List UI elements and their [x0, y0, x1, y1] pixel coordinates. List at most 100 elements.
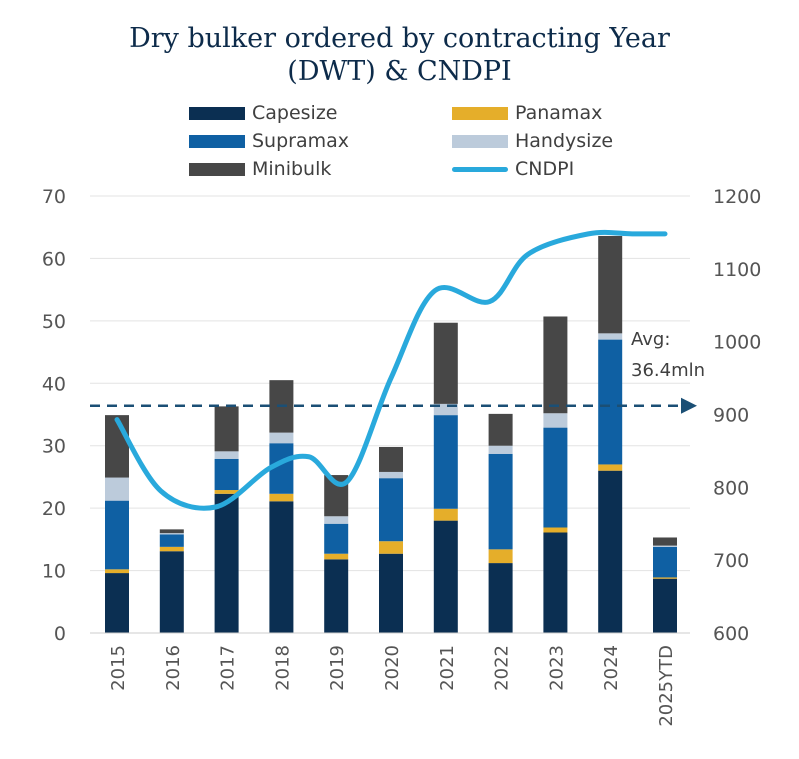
x-tick-label: 2018 [272, 645, 293, 691]
bar-panamax-2020 [379, 541, 403, 554]
bar-panamax-2016 [159, 546, 184, 552]
bar-handysize-2017 [214, 451, 239, 459]
chart-title: Dry bulker ordered by contracting Year (… [0, 22, 799, 88]
bar-supramax-2015 [105, 500, 129, 570]
y-right-tick-label: 600 [713, 623, 749, 645]
bar-minibulk-2023 [543, 316, 568, 414]
bar-handysize-2019 [324, 516, 349, 524]
legend-item-supramax: Supramax [189, 130, 349, 152]
chart-title-line-2: (DWT) & CNDPI [287, 56, 512, 87]
legend-line-cndpi [452, 166, 508, 172]
bar-capesize-2023 [543, 532, 568, 633]
y-left-tick-label: 50 [42, 311, 66, 333]
bar-handysize-2023 [543, 413, 568, 428]
axes: 0 10 20 30 40 50 60 70 600 700 800 900 1000 1100 1200 2… [42, 186, 762, 727]
x-tick-label: 2021 [437, 645, 458, 691]
bar-panamax-2015 [105, 569, 129, 574]
bar-minibulk-2017 [214, 406, 239, 452]
average-label-line-2: 36.4mln [631, 360, 705, 381]
legend-swatch-panamax [452, 106, 508, 120]
bar-capesize-2016 [159, 551, 184, 633]
bar-minibulk-2016 [159, 529, 184, 534]
x-tick-label: 2016 [163, 645, 184, 691]
y-left-tick-label: 10 [42, 561, 66, 583]
bar-panamax-2018 [269, 493, 294, 502]
x-tick-label: 2020 [382, 645, 403, 691]
y-right-tick-label: 1000 [713, 332, 761, 354]
bar-supramax-2023 [543, 427, 568, 528]
average-arrow-icon [681, 397, 697, 414]
legend-swatch-supramax [189, 134, 245, 148]
legend-item-cndpi: CNDPI [452, 158, 574, 180]
cndpi-line-layer [114, 229, 668, 511]
bar-capesize-2025ytd [653, 578, 677, 633]
bar-handysize-2024 [598, 333, 623, 340]
x-tick-label: 2019 [327, 645, 348, 691]
legend-swatch-handysize [452, 134, 508, 148]
legend-label-minibulk: Minibulk [252, 158, 332, 180]
y-left-tick-label: 40 [42, 373, 66, 395]
bar-panamax-2021 [433, 508, 458, 521]
bar-capesize-2021 [433, 520, 458, 633]
bar-panamax-2024 [598, 464, 623, 471]
x-tick-label: 2023 [546, 645, 567, 691]
legend-swatch-minibulk [189, 162, 245, 176]
bar-minibulk-2020 [379, 446, 403, 472]
average-line: Avg: 36.4mln [90, 329, 705, 414]
bar-handysize-2022 [488, 445, 513, 454]
y-left-tick-label: 60 [42, 248, 66, 270]
bar-minibulk-2021 [433, 322, 458, 404]
bar-panamax-2022 [488, 549, 513, 564]
bar-minibulk-2024 [598, 235, 623, 334]
bar-supramax-2024 [598, 339, 623, 465]
legend-item-handysize: Handysize [452, 130, 613, 152]
y-left-tick-label: 30 [42, 436, 66, 458]
cndpi-line [114, 229, 668, 511]
bar-capesize-2018 [269, 501, 294, 633]
x-tick-label: 2017 [218, 645, 239, 691]
stacked-bars [105, 235, 677, 633]
y-right-tick-label: 1200 [713, 186, 761, 208]
x-tick-label: 2015 [108, 645, 129, 691]
bar-handysize-2020 [379, 471, 403, 479]
y-left-tick-label: 20 [42, 498, 66, 520]
legend-label-supramax: Supramax [252, 130, 350, 152]
x-tick-label: 2024 [601, 645, 622, 691]
legend-item-panamax: Panamax [452, 102, 602, 124]
bar-capesize-2017 [214, 493, 239, 633]
bar-handysize-2016 [159, 533, 184, 535]
y-right-tick-label: 1100 [713, 259, 761, 281]
bar-panamax-2019 [324, 553, 349, 560]
bar-minibulk-2015 [105, 415, 129, 478]
bar-capesize-2019 [324, 559, 349, 633]
bar-minibulk-2025ytd [653, 537, 677, 546]
x-tick-label: 2025YTD [656, 645, 677, 727]
bar-supramax-2025ytd [653, 546, 677, 578]
legend-item-minibulk: Minibulk [189, 158, 331, 180]
bar-supramax-2016 [159, 534, 184, 547]
x-tick-label: 2022 [492, 645, 513, 691]
bar-capesize-2015 [105, 573, 129, 633]
bar-capesize-2022 [488, 563, 513, 633]
bar-handysize-2015 [105, 477, 129, 501]
bar-panamax-2017 [214, 490, 239, 494]
y-right-tick-label: 900 [713, 405, 749, 427]
legend-label-cndpi: CNDPI [515, 158, 575, 180]
bar-supramax-2022 [488, 453, 513, 550]
y-left-tick-label: 70 [42, 186, 66, 208]
bar-handysize-2021 [433, 403, 458, 416]
bar-supramax-2019 [324, 523, 349, 554]
legend-swatch-capesize [189, 106, 245, 120]
legend-label-panamax: Panamax [515, 102, 603, 124]
y-right-tick-label: 800 [713, 477, 749, 499]
bar-capesize-2020 [379, 553, 403, 633]
y-left-tick-label: 0 [54, 623, 66, 645]
bar-supramax-2021 [433, 415, 458, 509]
bar-panamax-2023 [543, 527, 568, 533]
average-label-line-1: Avg: [631, 329, 670, 350]
bar-panamax-2025ytd [653, 577, 677, 579]
bar-handysize-2018 [269, 432, 294, 444]
bar-handysize-2025ytd [653, 545, 677, 547]
